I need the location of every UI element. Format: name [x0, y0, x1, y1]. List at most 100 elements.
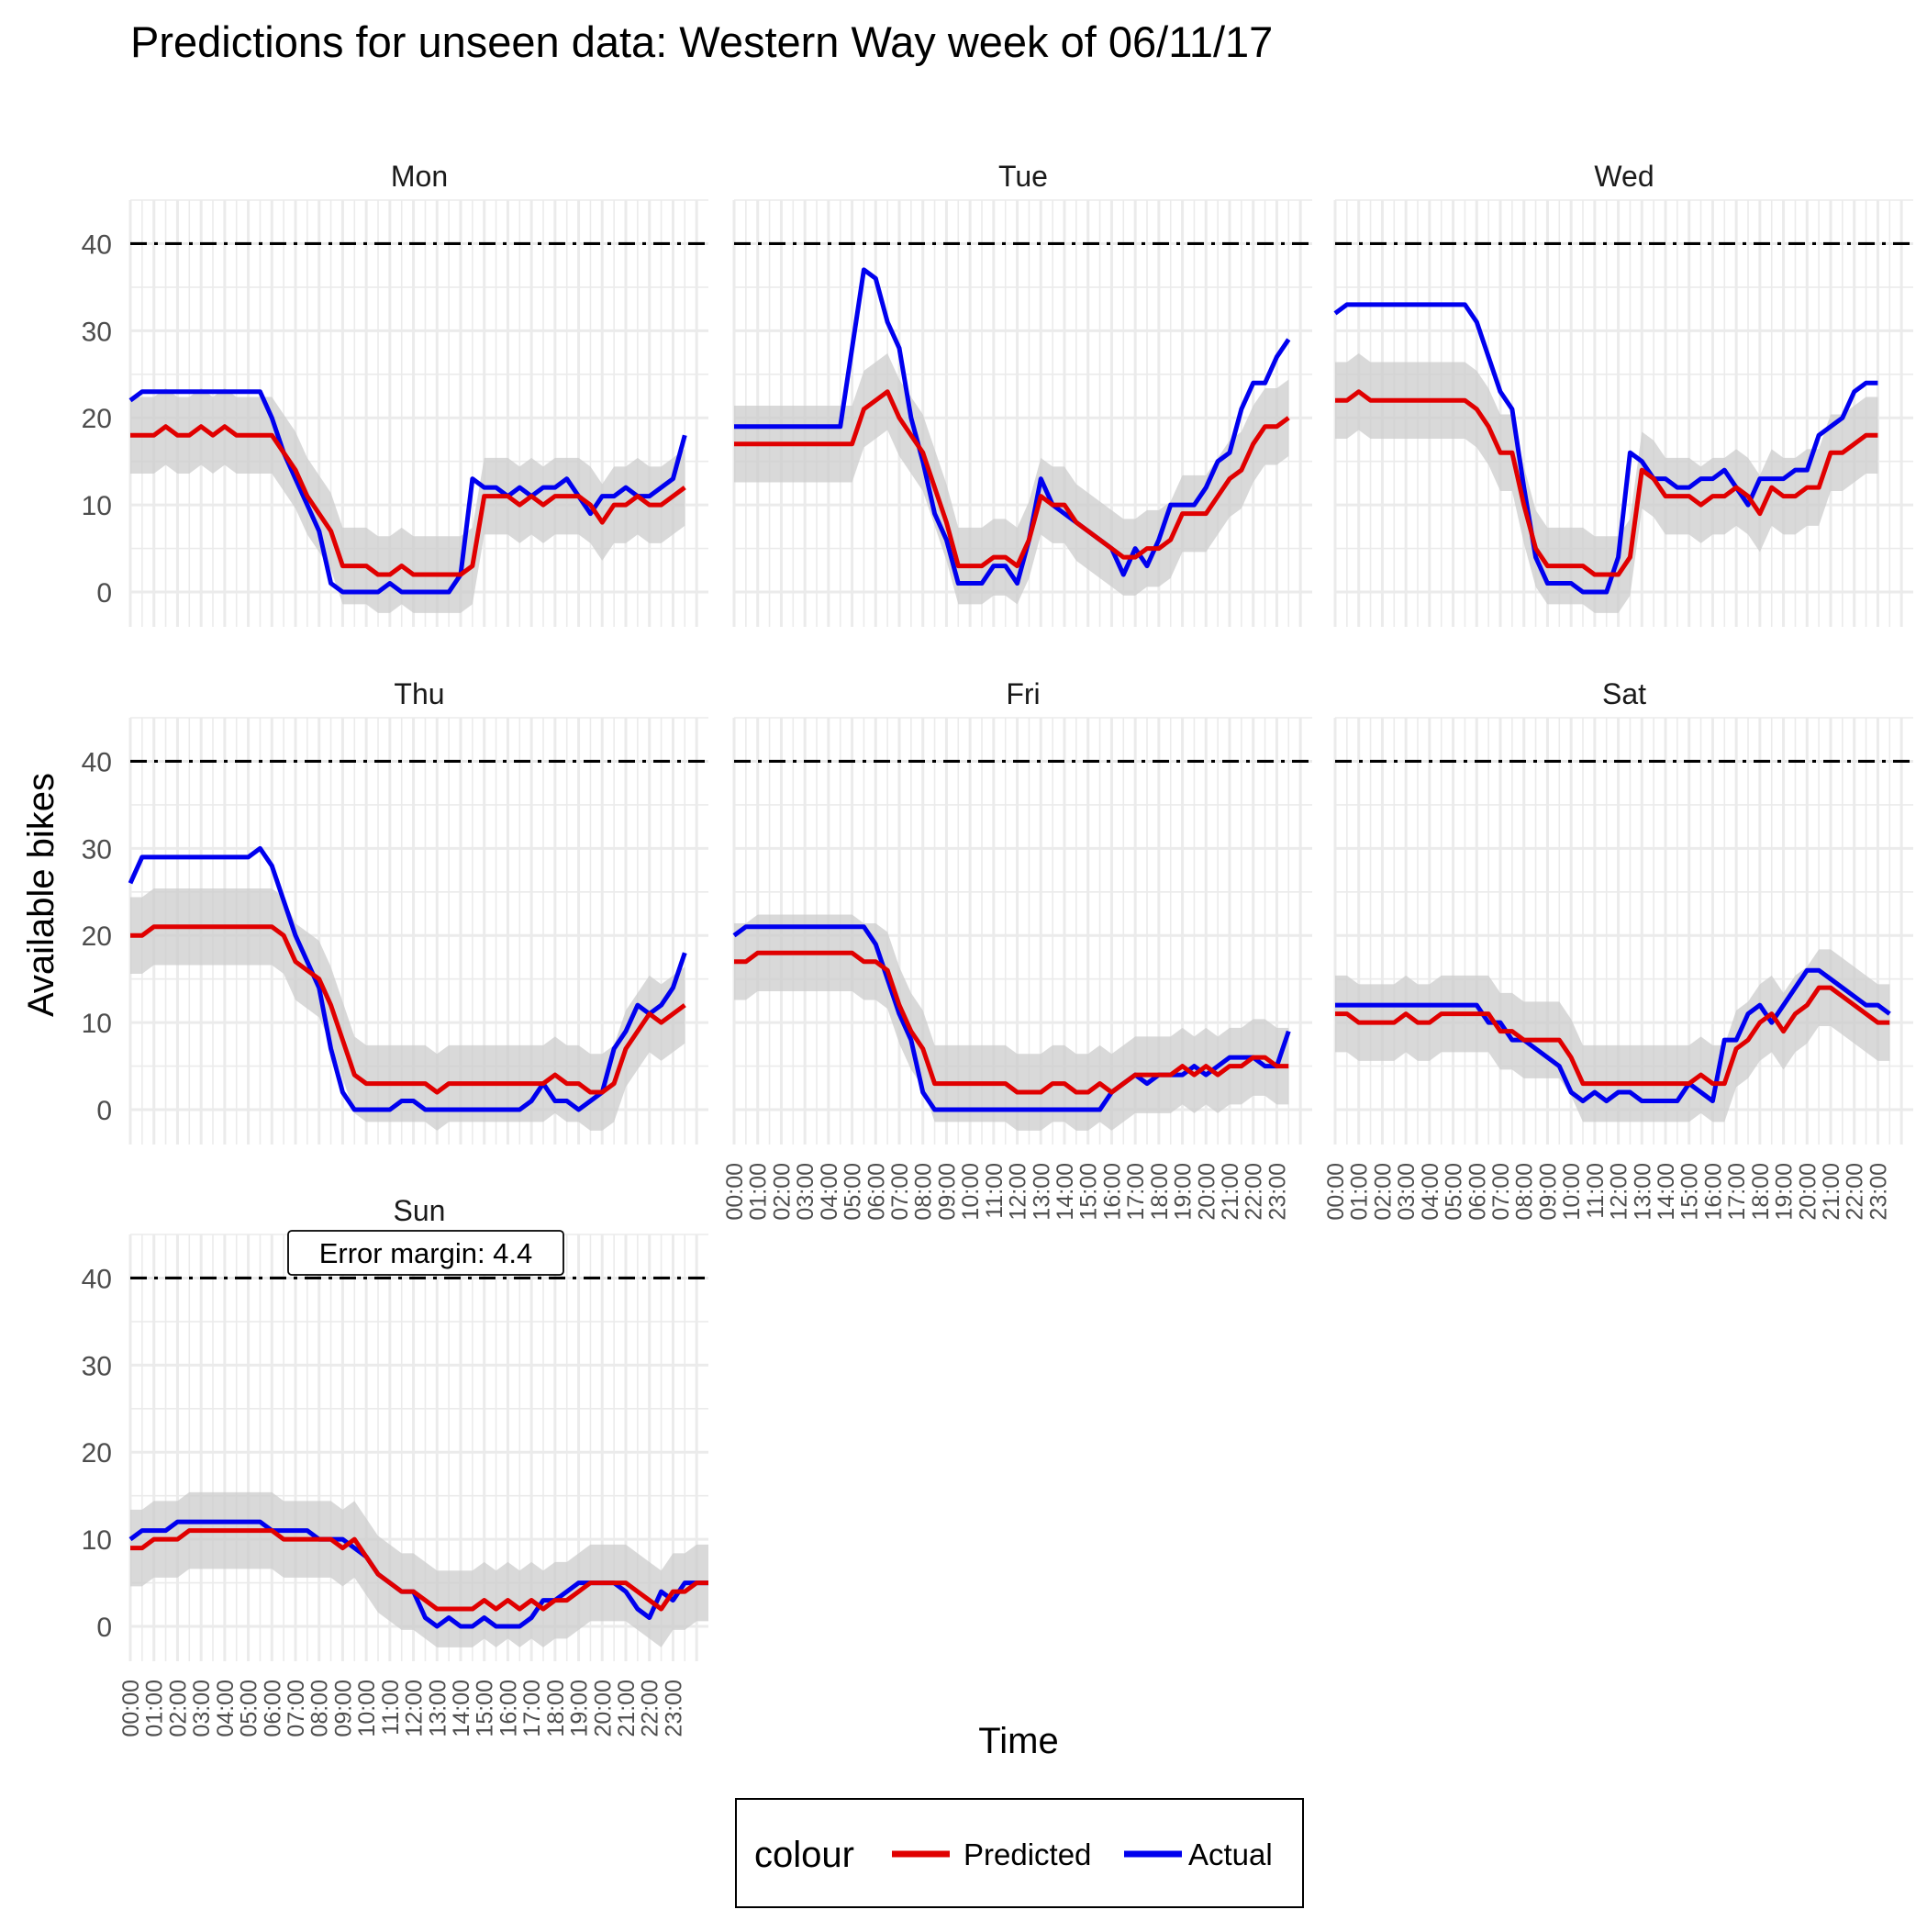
- x-tick-label: 09:00: [330, 1680, 356, 1737]
- x-tick-label: 13:00: [425, 1680, 451, 1737]
- predicted-line: [734, 950, 1289, 1095]
- x-tick-label: 06:00: [260, 1680, 285, 1737]
- error-band: [734, 353, 1289, 605]
- x-tick-label: 17:00: [1724, 1163, 1750, 1221]
- error-margin-annotation: Error margin: 4.4: [319, 1237, 533, 1269]
- x-tick-label: 06:00: [1465, 1163, 1490, 1221]
- x-tick-label: 23:00: [1866, 1163, 1891, 1221]
- x-tick-label: 05:00: [841, 1163, 866, 1221]
- x-tick-label: 17:00: [519, 1680, 545, 1737]
- x-tick-label: 15:00: [1076, 1163, 1102, 1221]
- x-tick-label: 16:00: [1700, 1163, 1726, 1221]
- y-tick-label: 20: [82, 404, 112, 434]
- x-tick-label: 10:00: [354, 1680, 380, 1737]
- predicted-line: [130, 424, 686, 577]
- x-tick-label: 04:00: [817, 1163, 842, 1221]
- actual-line: [128, 389, 687, 595]
- x-tick-label: 12:00: [402, 1680, 428, 1737]
- y-tick-label: 0: [96, 1096, 112, 1126]
- y-axis-title: Available bikes: [21, 773, 61, 1017]
- x-tick-label: 23:00: [661, 1680, 686, 1737]
- facet-panel: Mon 0 10 20 30 40: [82, 160, 708, 627]
- legend-label-actual: Actual: [1188, 1837, 1273, 1871]
- x-tick-label: 04:00: [213, 1680, 239, 1737]
- x-tick-label: 15:00: [473, 1680, 498, 1737]
- predicted-line: [130, 1528, 708, 1612]
- x-tick-label: 19:00: [1772, 1163, 1798, 1221]
- facet-strip-label: Mon: [391, 160, 448, 193]
- x-tick-label: 09:00: [934, 1163, 960, 1221]
- facet-strip-label: Sun: [394, 1194, 446, 1227]
- facet-strip-label: Fri: [1006, 677, 1040, 710]
- x-tick-label: 00:00: [722, 1163, 748, 1221]
- x-tick-label: 21:00: [614, 1680, 640, 1737]
- facet-panel: Sat 00:0001:0002:0003:0004:0005:0006:0007…: [1323, 677, 1913, 1221]
- x-tick-label: 01:00: [746, 1163, 772, 1221]
- x-tick-label: 06:00: [863, 1163, 889, 1221]
- error-band: [130, 387, 685, 613]
- x-tick-label: 14:00: [449, 1680, 474, 1737]
- error-margin-annotation-box: [287, 1230, 564, 1276]
- x-tick-label: 05:00: [237, 1680, 262, 1737]
- y-tick-label: 40: [82, 229, 112, 260]
- y-tick-label: 0: [96, 1613, 112, 1643]
- x-tick-label: 11:00: [982, 1163, 1008, 1219]
- x-tick-label: 18:00: [543, 1680, 569, 1737]
- x-tick-label: 21:00: [1218, 1163, 1243, 1221]
- facet-panel: Sun 0 10 20 30 40 00:0001:0002:0003:0004:0005:…: [82, 1194, 708, 1737]
- x-tick-label: 02:00: [165, 1680, 191, 1737]
- x-tick-label: 03:00: [793, 1163, 819, 1221]
- x-tick-label: 20:00: [1795, 1163, 1821, 1221]
- legend: colour Predicted Actual: [735, 1798, 1304, 1908]
- x-tick-label: 11:00: [1583, 1163, 1609, 1219]
- x-tick-label: 18:00: [1748, 1163, 1774, 1221]
- error-band: [1335, 353, 1878, 613]
- x-tick-label: 04:00: [1418, 1163, 1443, 1221]
- facet-strip-label: Wed: [1594, 160, 1654, 193]
- x-tick-label: 09:00: [1535, 1163, 1561, 1221]
- x-tick-label: 21:00: [1819, 1163, 1844, 1221]
- x-tick-label: 10:00: [958, 1163, 984, 1221]
- x-tick-label: 22:00: [1843, 1163, 1868, 1221]
- x-tick-label: 03:00: [189, 1680, 215, 1737]
- y-tick-label: 30: [82, 834, 112, 865]
- x-tick-label: 14:00: [1654, 1163, 1679, 1221]
- x-tick-label: 16:00: [1099, 1163, 1125, 1221]
- y-tick-label: 0: [96, 578, 112, 609]
- x-tick-label: 05:00: [1442, 1163, 1467, 1221]
- x-tick-label: 02:00: [1370, 1163, 1396, 1221]
- y-tick-label: 30: [82, 317, 112, 347]
- y-tick-label: 30: [82, 1351, 112, 1381]
- x-tick-label: 08:00: [1512, 1163, 1538, 1221]
- x-tick-label: 00:00: [118, 1680, 144, 1737]
- x-tick-label: 07:00: [887, 1163, 913, 1221]
- x-tick-label: 10:00: [1559, 1163, 1585, 1221]
- x-tick-label: 20:00: [590, 1680, 616, 1737]
- facet-strip-label: Thu: [394, 677, 444, 710]
- x-tick-label: 14:00: [1053, 1163, 1078, 1221]
- legend-box: [735, 1798, 1304, 1908]
- x-tick-label: 22:00: [1242, 1163, 1267, 1221]
- x-tick-label: 07:00: [284, 1680, 309, 1737]
- facet-panel: Thu 0 10 20 30 40: [82, 677, 708, 1145]
- x-tick-label: 02:00: [769, 1163, 795, 1221]
- y-tick-label: 10: [82, 1009, 112, 1039]
- y-tick-label: 20: [82, 1438, 112, 1469]
- facet-panel: Tue: [732, 160, 1312, 627]
- x-tick-label: 18:00: [1147, 1163, 1173, 1221]
- x-tick-label: 13:00: [1029, 1163, 1054, 1221]
- chart-title: Predictions for unseen data: Western Way…: [130, 17, 1273, 66]
- facet-strip-label: Tue: [998, 160, 1048, 193]
- legend-title: colour: [754, 1835, 854, 1875]
- legend-label-predicted: Predicted: [964, 1837, 1091, 1871]
- x-tick-label: 19:00: [1171, 1163, 1197, 1221]
- y-tick-label: 40: [82, 747, 112, 777]
- x-tick-label: 07:00: [1488, 1163, 1514, 1221]
- x-axis-title: Time: [978, 1721, 1058, 1761]
- facet-strip-label: Sat: [1602, 677, 1646, 710]
- y-tick-label: 20: [82, 921, 112, 952]
- x-tick-label: 16:00: [496, 1680, 521, 1737]
- x-tick-label: 22:00: [638, 1680, 663, 1737]
